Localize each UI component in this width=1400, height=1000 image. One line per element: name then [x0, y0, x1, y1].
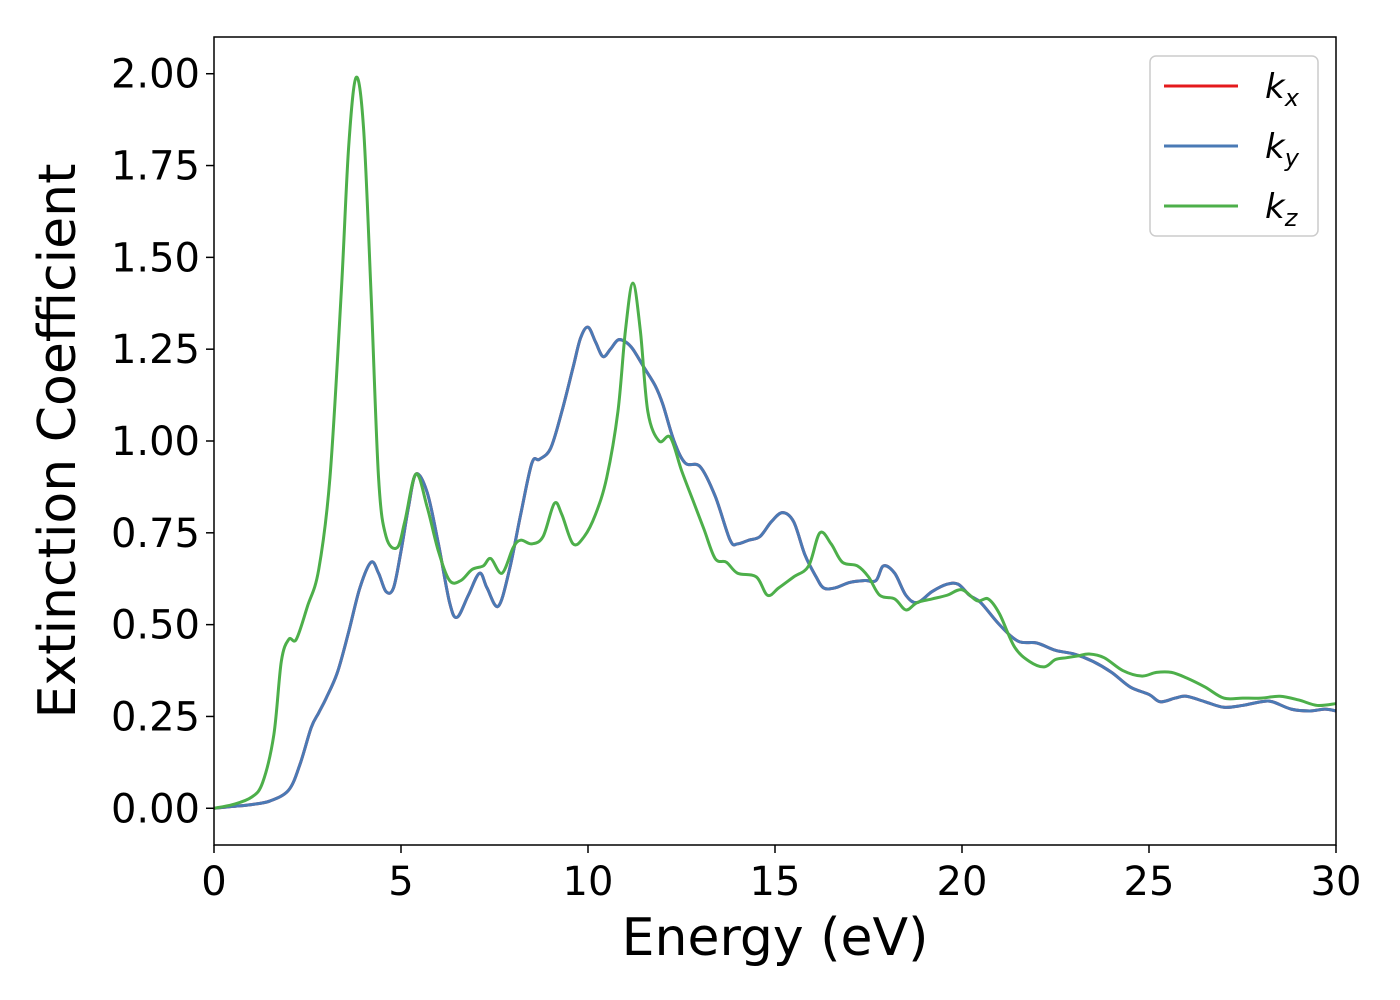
y-tick-label: 1.75 [111, 144, 200, 190]
y-tick-label: 1.00 [111, 419, 200, 465]
y-tick-label: 1.50 [111, 235, 200, 281]
legend-subscript: x [1284, 84, 1300, 112]
legend-subscript: z [1284, 204, 1299, 232]
x-tick-label: 5 [388, 859, 413, 905]
x-tick-label: 25 [1124, 859, 1175, 905]
y-tick-label: 0.25 [111, 694, 200, 740]
legend-subscript: y [1284, 144, 1300, 172]
y-tick-label: 0.75 [111, 511, 200, 557]
series-line-kz [214, 75, 1336, 810]
x-tick-label: 0 [201, 859, 226, 905]
series-line-ky [214, 325, 1336, 810]
x-tick-label: 20 [937, 859, 988, 905]
y-tick-label: 1.25 [111, 327, 200, 373]
y-tick-label: 0.50 [111, 603, 200, 649]
x-tick-label: 15 [750, 859, 801, 905]
x-tick-label: 30 [1311, 859, 1362, 905]
plot-lines [214, 75, 1336, 810]
y-tick-label: 2.00 [111, 52, 200, 98]
y-tick-label: 0.00 [111, 786, 200, 832]
y-axis-ticks: 0.00 0.25 0.50 0.75 1.00 1.25 1.50 1.75 2.00 [111, 52, 214, 832]
y-axis-label: Extinction Coefficient [28, 164, 88, 719]
x-axis-label: Energy (eV) [622, 908, 929, 968]
x-axis-ticks: 0 5 10 15 20 25 30 [201, 845, 1361, 905]
x-tick-label: 10 [563, 859, 614, 905]
